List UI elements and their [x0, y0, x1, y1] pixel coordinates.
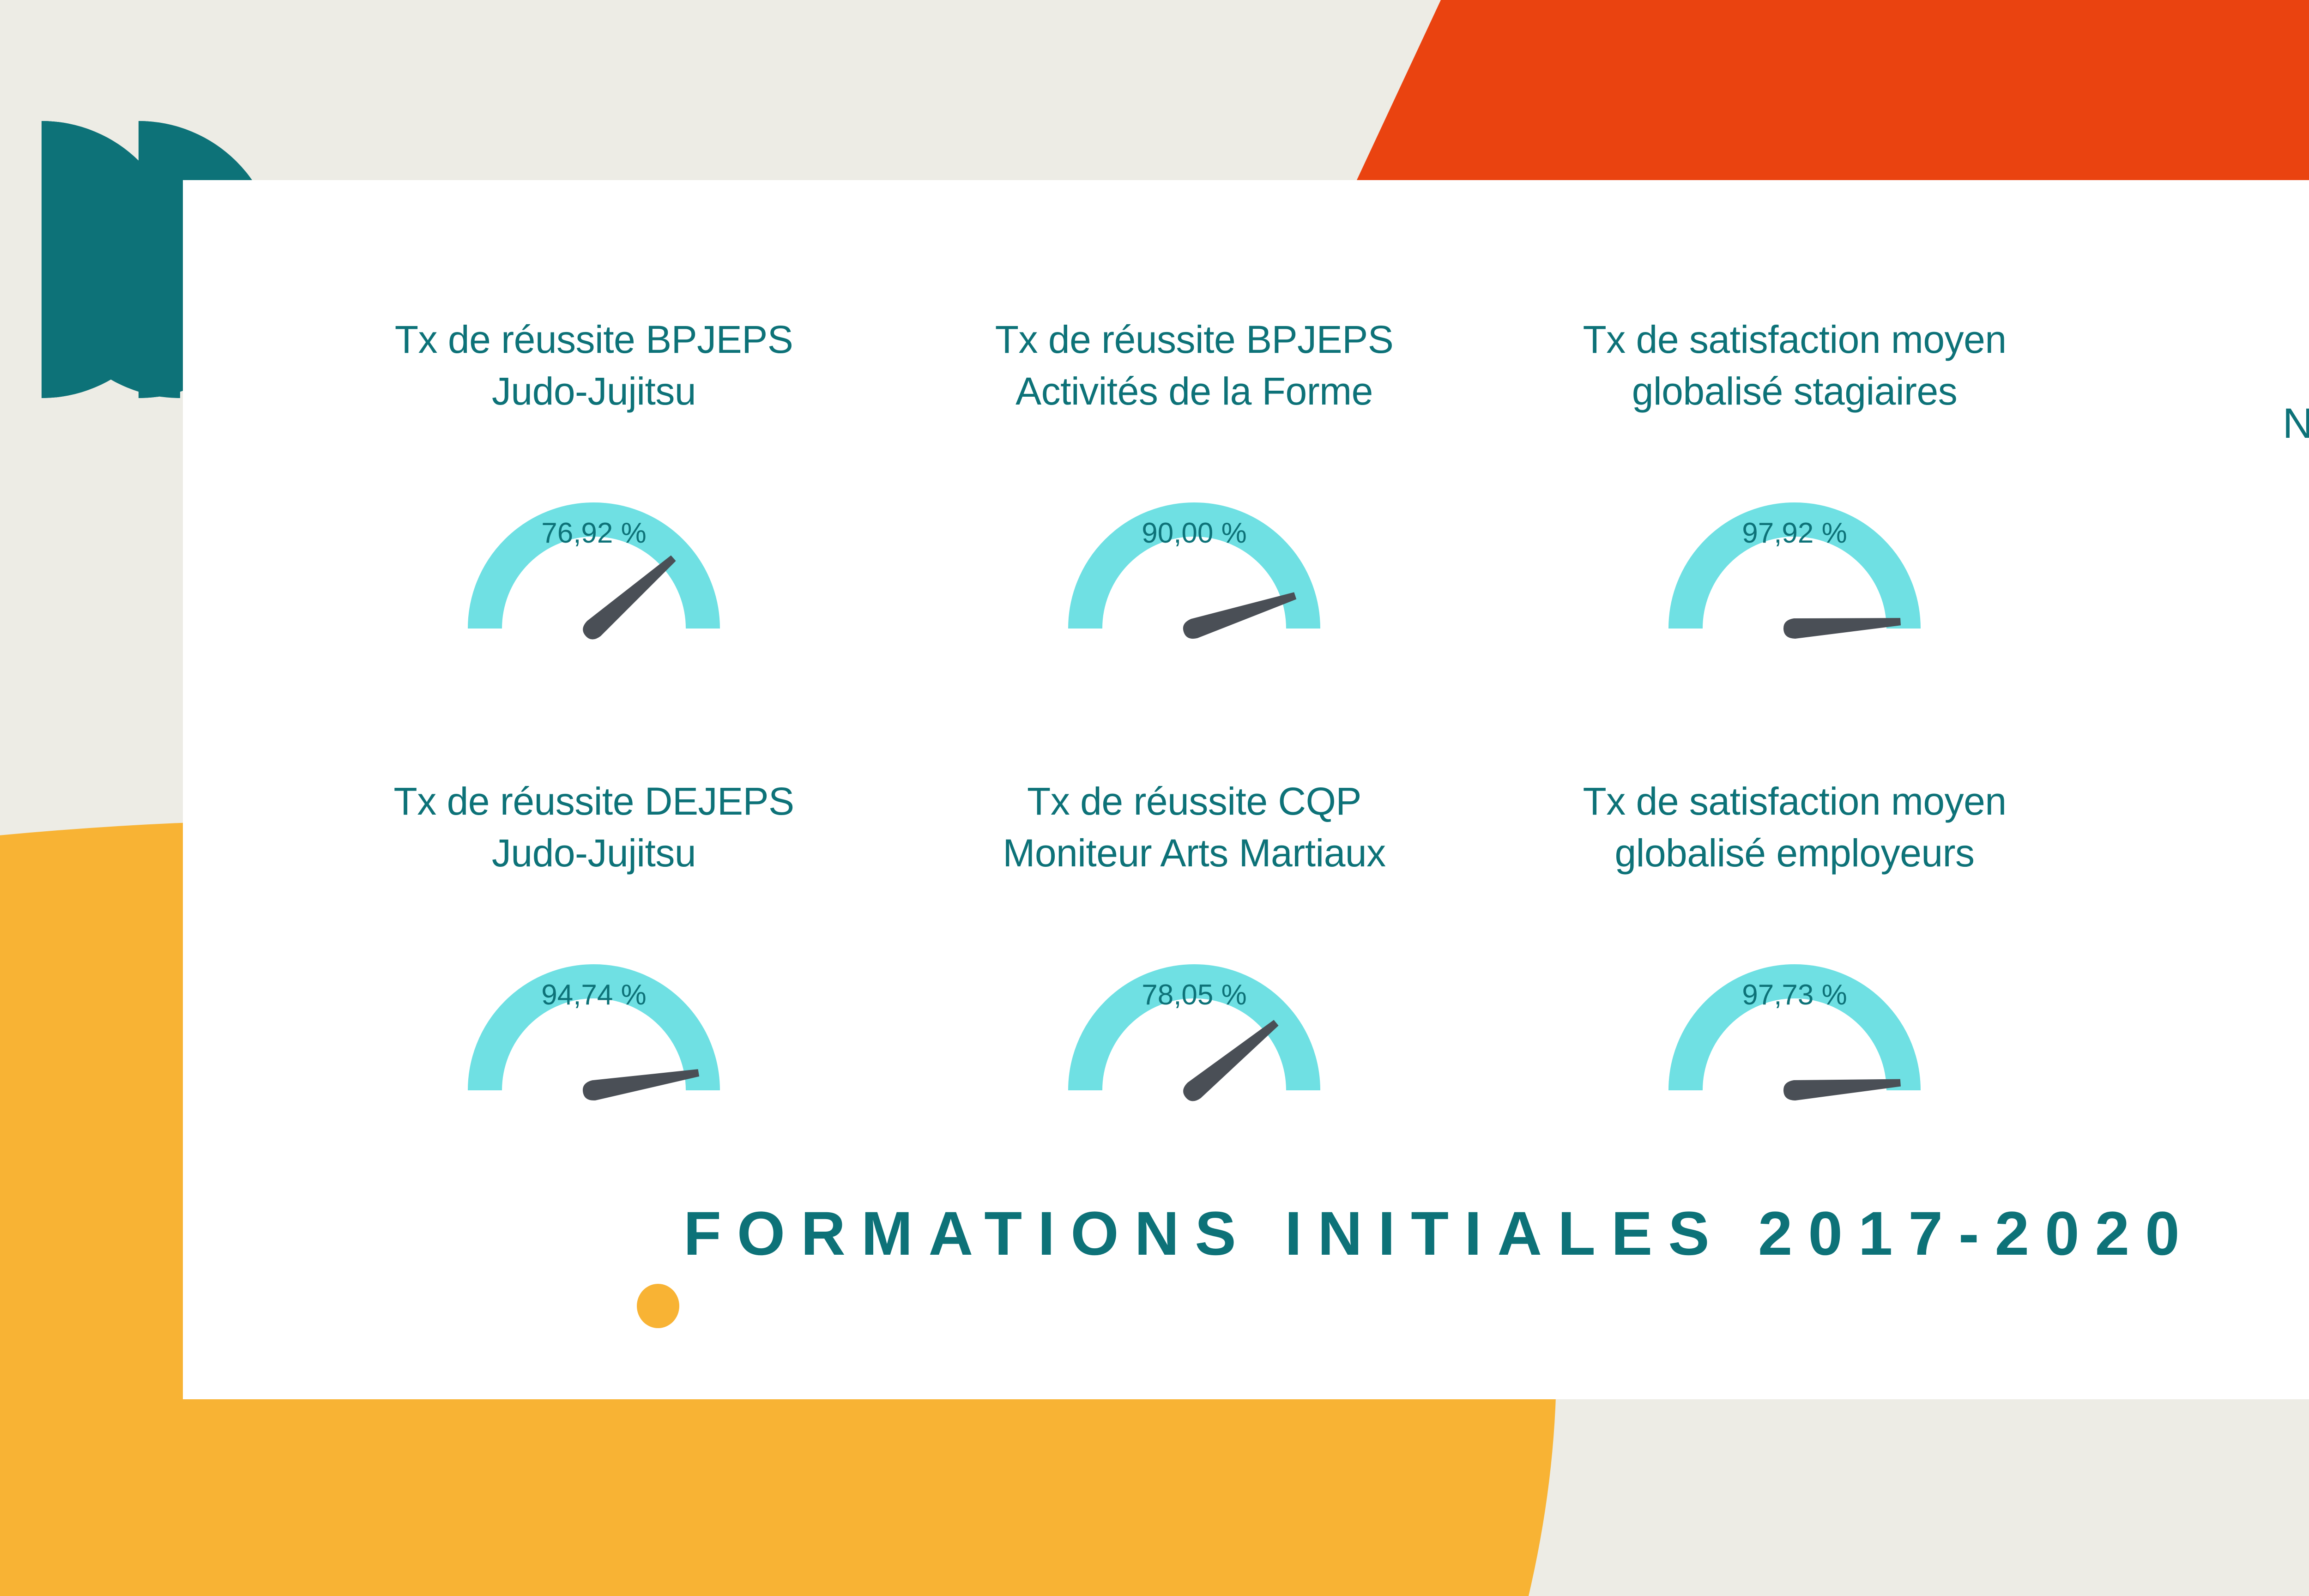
gauge-card-2: Tx de satisfaction moyen globalisé stagi…: [1517, 314, 2072, 683]
gauge-title-3: Tx de réussite DEJEPS Judo-Jujitsu: [393, 780, 794, 875]
stats-column: Nombre de stagiaires 122 Nombre d'heures…: [2143, 397, 2309, 845]
gauge-title-5: Tx de satisfaction moyen globalisé emplo…: [1583, 780, 2007, 875]
gauge-dial-1: 90,00 %: [917, 435, 1471, 652]
gauge-dial-3: 94,74 %: [317, 896, 871, 1113]
gauge-card-4: Tx de réussite CQP Moniteur Arts Martiau…: [917, 776, 1471, 1145]
gauge-dial-5: 97,73 %: [1517, 896, 2072, 1113]
gauge-title-4: Tx de réussite CQP Moniteur Arts Martiau…: [1003, 780, 1386, 875]
gauge-card-3: Tx de réussite DEJEPS Judo-Jujitsu 94,74…: [317, 776, 871, 1145]
gauge-card-1: Tx de réussite BPJEPS Activités de la Fo…: [917, 314, 1471, 683]
gauge-dial-2: 97,92 %: [1517, 435, 2072, 652]
gauge-grid: Tx de réussite BPJEPS Judo-Jujitsu 76,92…: [183, 180, 2169, 1196]
hours-label: Nombre d'heures dispensées: [2143, 664, 2309, 770]
gauge-card-5: Tx de satisfaction moyen globalisé emplo…: [1517, 776, 2072, 1145]
gauge-title-2: Tx de satisfaction moyen globalisé stagi…: [1583, 318, 2007, 413]
gauge-dial-4: 78,05 %: [917, 896, 1471, 1113]
gauge-card-0: Tx de réussite BPJEPS Judo-Jujitsu 76,92…: [317, 314, 871, 683]
hours-value: 39 655 h: [2143, 786, 2309, 845]
gauge-dial-0: 76,92 %: [317, 435, 871, 652]
trainees-label: Nombre de stagiaires: [2282, 400, 2309, 447]
gauge-title-0: Tx de réussite BPJEPS Judo-Jujitsu: [394, 318, 793, 413]
gauge-title-1: Tx de réussite BPJEPS Activités de la Fo…: [995, 318, 1394, 413]
page-title: FORMATIONS INITIALES 2017-2020: [683, 1199, 2195, 1268]
content-card: [183, 180, 2309, 1399]
trainees-row: 122: [2143, 460, 2309, 594]
